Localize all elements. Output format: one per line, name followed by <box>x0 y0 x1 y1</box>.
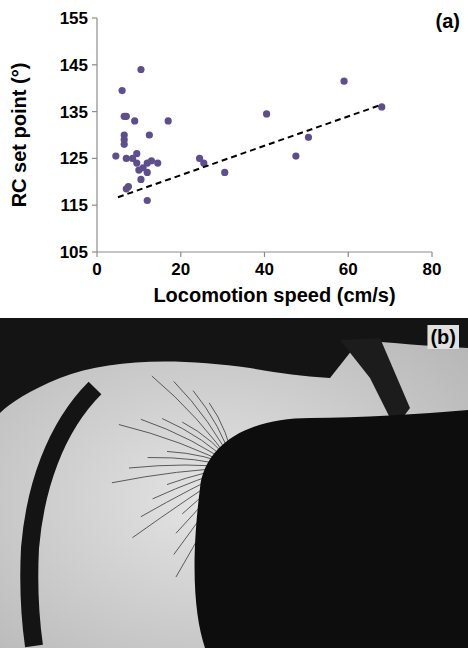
y-tick <box>92 64 97 65</box>
point <box>123 113 130 120</box>
y-tick-label: 125 <box>60 149 88 168</box>
point <box>340 78 347 85</box>
x-tick <box>96 252 97 257</box>
point <box>154 159 161 166</box>
y-axis-line <box>96 18 97 252</box>
point <box>137 176 144 183</box>
point <box>137 66 144 73</box>
point <box>263 110 270 117</box>
figure-svg: 105 115 125 135 145 155 0 20 40 60 80 Locomotion sp… <box>0 0 468 648</box>
point <box>165 117 172 124</box>
figure: 105 115 125 135 145 155 0 20 40 60 80 Locomotion sp… <box>0 0 468 648</box>
point <box>112 152 119 159</box>
photo-head <box>195 410 468 648</box>
point <box>144 169 151 176</box>
point <box>119 87 126 94</box>
point <box>144 197 151 204</box>
y-tick <box>92 17 97 18</box>
y-tick-label: 135 <box>60 103 88 122</box>
photo: (b) <box>0 318 468 648</box>
x-tick-label: 0 <box>92 260 101 279</box>
panel-label: (a) <box>436 10 460 32</box>
point <box>378 103 385 110</box>
x-axis-title: Locomotion speed (cm/s) <box>153 284 395 306</box>
y-tick-label: 105 <box>60 243 88 262</box>
label-patch <box>427 325 459 349</box>
point <box>123 155 130 162</box>
point <box>123 185 130 192</box>
point <box>221 169 228 176</box>
point <box>292 152 299 159</box>
y-tick <box>92 111 97 112</box>
y-tick <box>92 251 97 252</box>
x-tick-label: 80 <box>423 260 442 279</box>
point <box>121 141 128 148</box>
y-tick <box>92 205 97 206</box>
photo-background <box>0 318 468 648</box>
x-tick <box>348 252 349 257</box>
point <box>305 134 312 141</box>
x-tick-label: 20 <box>171 260 190 279</box>
panel-label: (b) <box>430 326 456 348</box>
y-tick <box>92 158 97 159</box>
y-tick-label: 145 <box>60 56 88 75</box>
x-tick <box>264 252 265 257</box>
x-tick <box>431 252 432 257</box>
x-tick-label: 60 <box>339 260 358 279</box>
point <box>133 159 140 166</box>
point <box>148 157 155 164</box>
point <box>131 117 138 124</box>
y-tick-label: 155 <box>60 9 88 28</box>
point <box>146 131 153 138</box>
x-tick-label: 40 <box>255 260 274 279</box>
photo-post <box>340 338 410 428</box>
x-tick <box>180 252 181 257</box>
plot-marks <box>112 66 385 204</box>
trend-line <box>118 105 382 198</box>
y-tick-label: 115 <box>61 196 88 215</box>
photo-arc <box>29 388 95 646</box>
point <box>133 150 140 157</box>
y-axis-title: RC set point (°) <box>8 63 30 208</box>
